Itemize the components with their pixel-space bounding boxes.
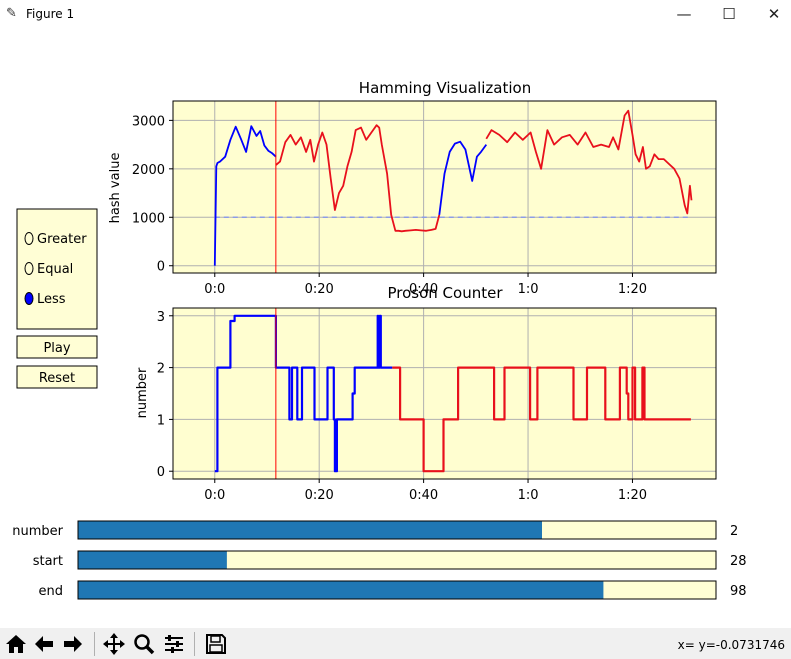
radio-circle[interactable]: [24, 262, 34, 275]
slider-frame: [77, 550, 717, 570]
mode-radio-group: Greater Equal Less: [16, 208, 98, 330]
x-tick-label: 1:0: [518, 282, 539, 297]
zoom-icon[interactable]: [130, 630, 157, 657]
save-icon[interactable]: [202, 630, 229, 657]
x-tick-label: 1:20: [618, 282, 647, 297]
chart-title: Hamming Visualization: [359, 79, 531, 97]
slider-value: 2: [730, 524, 738, 539]
chart-title: Proson Counter: [387, 284, 503, 302]
radio-greater[interactable]: Greater: [24, 232, 87, 247]
slider-label: number: [12, 524, 63, 539]
x-tick-label: 0:20: [305, 488, 334, 503]
x-tick-label: 0:0: [204, 488, 225, 503]
reset-button[interactable]: Reset: [16, 365, 98, 389]
series-line-blue: [214, 314, 393, 473]
slider-frame: [77, 580, 717, 600]
slider-group: number 2 start 28 end 98: [12, 520, 747, 600]
x-tick-label: 1:0: [518, 488, 539, 503]
slider-frame: [77, 520, 717, 540]
slider-number[interactable]: number 2: [12, 520, 738, 540]
slider-value: 98: [730, 584, 747, 599]
y-axis-label: hash value: [108, 153, 123, 224]
series-line-blue: [213, 125, 277, 266]
feather-icon: ✎: [6, 6, 17, 21]
slider-fill[interactable]: [78, 551, 227, 569]
y-tick-label: 1000: [132, 211, 165, 226]
slider-track[interactable]: [78, 551, 716, 569]
y-axis-label: number: [135, 367, 150, 418]
window-titlebar: ✎ Figure 1 — ☐ ✕: [0, 0, 791, 30]
slider-value: 28: [730, 554, 747, 569]
figure-canvas[interactable]: Hamming Visualization hash value 0:0 0:20…: [0, 30, 791, 628]
radio-equal[interactable]: Equal: [24, 262, 73, 277]
y-tick-label: 1: [157, 413, 165, 428]
forward-arrow-icon[interactable]: [59, 630, 86, 657]
play-button-label: Play: [43, 341, 70, 356]
y-tick-label: 0: [157, 260, 165, 275]
radio-label: Greater: [37, 232, 87, 247]
y-tick-label: 2000: [132, 163, 165, 178]
y-tick-label: 0: [157, 465, 165, 480]
back-arrow-icon[interactable]: [30, 630, 57, 657]
radio-less[interactable]: Less: [24, 292, 66, 307]
series-line-blue: [438, 140, 488, 216]
y-tick-label: 2: [157, 362, 165, 377]
play-button[interactable]: Play: [16, 335, 98, 359]
x-tick-label: 0:40: [409, 488, 438, 503]
close-icon[interactable]: ✕: [767, 5, 781, 23]
radio-label: Less: [37, 292, 66, 307]
reset-button-label: Reset: [39, 371, 75, 386]
series-line-red: [275, 124, 441, 233]
slider-fill[interactable]: [78, 581, 604, 599]
home-icon[interactable]: [2, 630, 29, 657]
x-tick-label: 0:20: [305, 282, 334, 297]
x-tick-label: 0:40: [409, 282, 438, 297]
x-tick-label: 0:0: [204, 282, 225, 297]
toolbar-separator: [94, 632, 95, 656]
axes-frame: [172, 307, 717, 480]
slider-end[interactable]: end 98: [39, 580, 747, 600]
series-line-red: [392, 366, 691, 473]
series-line-red: [485, 109, 693, 215]
axes-frame: [172, 100, 717, 274]
pan-icon[interactable]: [100, 630, 127, 657]
minimize-icon[interactable]: —: [676, 5, 692, 23]
y-tick-label: 3000: [132, 114, 165, 129]
toolbar-separator: [194, 632, 195, 656]
radio-circle[interactable]: [24, 232, 34, 245]
slider-label: start: [33, 554, 63, 569]
plot-area: [173, 101, 716, 273]
radio-circle-selected[interactable]: [24, 292, 34, 305]
coordinate-readout: x= y=-0.0731746: [677, 638, 785, 652]
maximize-icon[interactable]: ☐: [722, 5, 736, 23]
proson-chart: number 0:0 0:20 0:40 1:0 1:20 0 1 2 3: [135, 307, 717, 503]
slider-label: end: [39, 584, 64, 599]
y-tick-label: 3: [157, 310, 165, 325]
window-title: Figure 1: [26, 7, 75, 21]
configure-icon[interactable]: [160, 630, 187, 657]
x-tick-label: 1:20: [618, 488, 647, 503]
hamming-chart: Hamming Visualization hash value 0:0 0:20…: [108, 79, 717, 297]
navigation-toolbar: x= y=-0.0731746: [0, 628, 791, 659]
slider-start[interactable]: start 28: [33, 550, 747, 570]
slider-fill[interactable]: [78, 521, 542, 539]
radio-label: Equal: [37, 262, 73, 277]
